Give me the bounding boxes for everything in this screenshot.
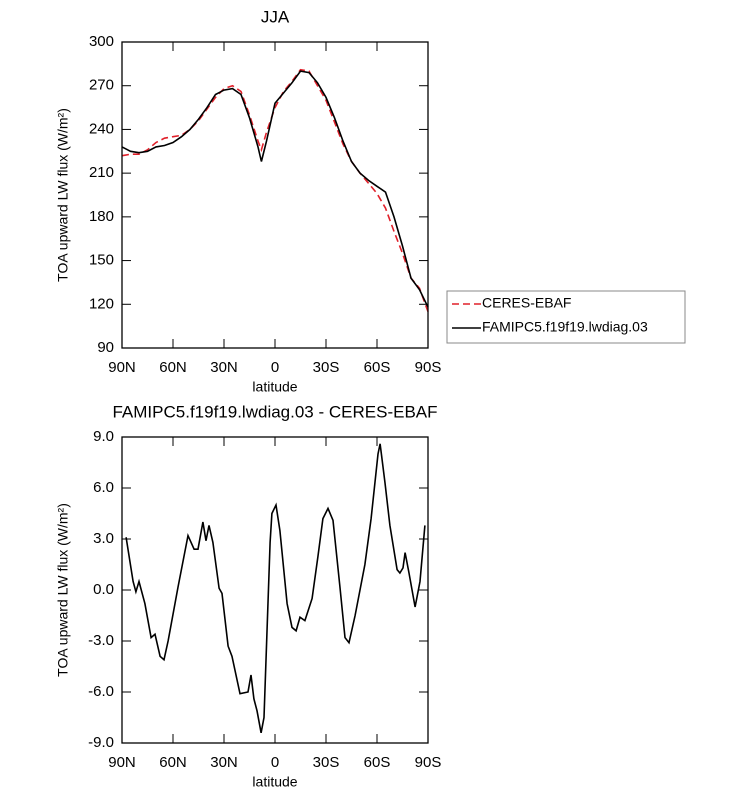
series-line	[121, 70, 429, 308]
y-tick-label: 6.0	[93, 479, 114, 496]
x-tick-label: 60N	[159, 359, 187, 376]
x-tick-label: 30S	[313, 754, 340, 771]
y-tick-label: 0.0	[93, 581, 114, 598]
y-tick-label: 90	[97, 339, 114, 356]
x-tick-label: 90S	[415, 754, 442, 771]
data-line	[125, 443, 426, 733]
x-tick-label: 60S	[364, 754, 391, 771]
legend-box	[446, 290, 686, 344]
y-tick-label: -3.0	[88, 632, 114, 649]
x-tick-label: 0	[271, 359, 279, 376]
chart-title: JJA	[261, 7, 290, 26]
y-tick-label: 3.0	[93, 530, 114, 547]
legend-label: FAMIPC5.f19f19.lwdiag.03	[482, 319, 648, 335]
y-tick-label: 9.0	[93, 428, 114, 445]
plot-frame	[121, 41, 429, 349]
legend-label: CERES-EBAF	[482, 295, 571, 311]
y-axis-label: TOA upward LW flux (W/m²)	[55, 108, 71, 282]
y-tick-label: 270	[89, 77, 114, 94]
x-tick-label: 60S	[364, 359, 391, 376]
series-line	[121, 68, 429, 312]
x-tick-label: 90N	[108, 754, 136, 771]
y-tick-label: -9.0	[88, 734, 114, 751]
y-tick-label: -6.0	[88, 683, 114, 700]
x-tick-label: 60N	[159, 754, 187, 771]
y-tick-label: 240	[89, 120, 114, 137]
y-tick-label: 120	[89, 295, 114, 312]
y-tick-label: 150	[89, 252, 114, 269]
x-axis-label: latitude	[252, 379, 297, 395]
y-tick-label: 210	[89, 164, 114, 181]
x-tick-label: 90N	[108, 359, 136, 376]
x-tick-label: 0	[271, 754, 279, 771]
y-tick-label: 300	[89, 33, 114, 50]
y-axis-label: TOA upward LW flux (W/m²)	[55, 503, 71, 677]
x-tick-label: 30S	[313, 359, 340, 376]
x-axis-label: latitude	[252, 774, 297, 790]
plot-frame	[121, 436, 429, 744]
x-tick-label: 90S	[415, 359, 442, 376]
chart-title: FAMIPC5.f19f19.lwdiag.03 - CERES-EBAF	[112, 402, 437, 421]
x-tick-label: 30N	[210, 754, 238, 771]
y-tick-label: 180	[89, 208, 114, 225]
x-tick-label: 30N	[210, 359, 238, 376]
